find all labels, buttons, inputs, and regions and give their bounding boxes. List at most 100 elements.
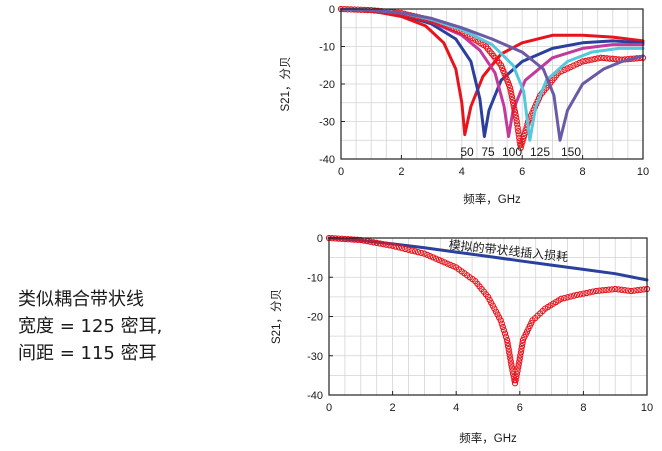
data-point-marker — [444, 260, 451, 267]
x-tick-label: 0 — [326, 402, 332, 414]
data-point-marker — [424, 251, 431, 259]
data-point-marker — [583, 289, 590, 297]
data-point-marker — [515, 364, 522, 371]
data-point-marker — [606, 55, 613, 62]
data-point-marker — [513, 117, 520, 125]
data-point-marker — [570, 62, 577, 69]
data-point-marker — [508, 364, 516, 371]
data-point-marker — [618, 286, 625, 293]
caption-line-3: 间距 = 115 密耳 — [18, 343, 157, 364]
data-point-marker — [612, 285, 619, 293]
data-point-marker — [520, 135, 527, 143]
data-point-marker — [447, 261, 454, 269]
x-tick-label: 10 — [637, 166, 649, 178]
data-point-marker — [341, 235, 349, 243]
data-point-marker — [502, 333, 510, 340]
data-point-marker — [592, 287, 600, 295]
data-point-marker — [408, 247, 415, 254]
data-point-marker — [507, 358, 514, 365]
data-point-marker — [389, 242, 396, 249]
chart-annotation: 150 — [561, 145, 581, 159]
data-point-marker — [561, 66, 568, 74]
data-point-marker — [497, 62, 505, 69]
data-point-marker — [351, 236, 358, 243]
data-point-marker — [514, 124, 521, 131]
data-point-marker — [518, 343, 526, 350]
data-point-marker — [517, 349, 525, 356]
data-point-marker — [502, 73, 509, 80]
data-point-marker — [596, 287, 603, 294]
data-point-marker — [335, 235, 342, 242]
chart-annotation: 50 — [460, 145, 474, 159]
data-point-marker — [418, 249, 425, 257]
data-point-marker — [588, 56, 595, 63]
data-point-marker — [499, 64, 506, 72]
caption-line-1: 类似耦合带状线 — [18, 289, 144, 310]
data-point-marker — [585, 57, 592, 64]
chart-annotation: 75 — [481, 145, 495, 159]
x-tick-label: 2 — [398, 166, 404, 178]
data-point-marker — [517, 352, 524, 359]
y-tick-label: -10 — [319, 42, 335, 54]
data-point-marker — [411, 248, 419, 255]
data-point-marker — [631, 287, 638, 294]
data-point-marker — [510, 102, 517, 109]
y-tick-label: -30 — [307, 351, 323, 363]
data-point-marker — [503, 336, 511, 344]
data-point-marker — [501, 70, 508, 77]
data-point-marker — [494, 311, 501, 318]
data-point-marker — [612, 55, 619, 63]
data-point-marker — [513, 373, 520, 381]
data-point-marker — [500, 327, 508, 334]
data-point-marker — [441, 259, 448, 266]
data-point-marker — [509, 96, 516, 103]
data-point-marker — [621, 287, 628, 294]
data-point-marker — [348, 236, 355, 243]
data-point-marker — [627, 287, 635, 295]
data-point-marker — [506, 349, 513, 356]
data-point-marker — [520, 132, 528, 140]
data-point-marker — [395, 244, 403, 251]
caption-line-2: 宽度 = 125 密耳, — [18, 316, 163, 337]
x-tick-label: 4 — [453, 402, 459, 414]
y-tick-label: -20 — [319, 79, 335, 91]
chart-annotation: 125 — [530, 145, 550, 159]
data-point-marker — [505, 346, 512, 353]
data-point-marker — [518, 346, 525, 353]
data-point-marker — [429, 254, 437, 261]
data-point-marker — [557, 295, 565, 302]
data-point-marker — [373, 239, 380, 247]
data-point-marker — [582, 57, 589, 65]
y-tick-label: -40 — [307, 390, 323, 402]
data-point-marker — [516, 355, 523, 362]
y-axis-label: S21，分贝 — [279, 57, 292, 112]
y-tick-label: 0 — [329, 4, 335, 16]
data-point-marker — [591, 55, 598, 63]
data-point-marker — [405, 246, 412, 253]
data-point-marker — [519, 339, 526, 347]
y-tick-label: 0 — [317, 233, 323, 245]
data-point-marker — [376, 240, 384, 247]
y-tick-label: -10 — [307, 272, 323, 284]
data-point-marker — [512, 376, 519, 384]
data-point-marker — [354, 236, 361, 243]
data-point-marker — [514, 121, 521, 128]
data-point-marker — [586, 289, 593, 296]
data-point-marker — [564, 294, 571, 301]
data-point-marker — [344, 236, 352, 243]
data-point-marker — [511, 108, 519, 115]
data-point-marker — [511, 105, 518, 112]
data-point-marker — [421, 250, 428, 257]
data-point-marker — [517, 144, 524, 151]
y-tick-label: -20 — [307, 312, 323, 324]
data-point-marker — [602, 286, 609, 294]
data-point-marker — [357, 236, 364, 244]
data-point-marker — [564, 65, 571, 72]
data-point-marker — [600, 54, 607, 62]
data-point-marker — [432, 255, 440, 262]
data-point-marker — [519, 336, 527, 344]
y-tick-label: -40 — [319, 154, 335, 166]
data-point-marker — [514, 367, 521, 374]
data-point-marker — [367, 238, 374, 245]
